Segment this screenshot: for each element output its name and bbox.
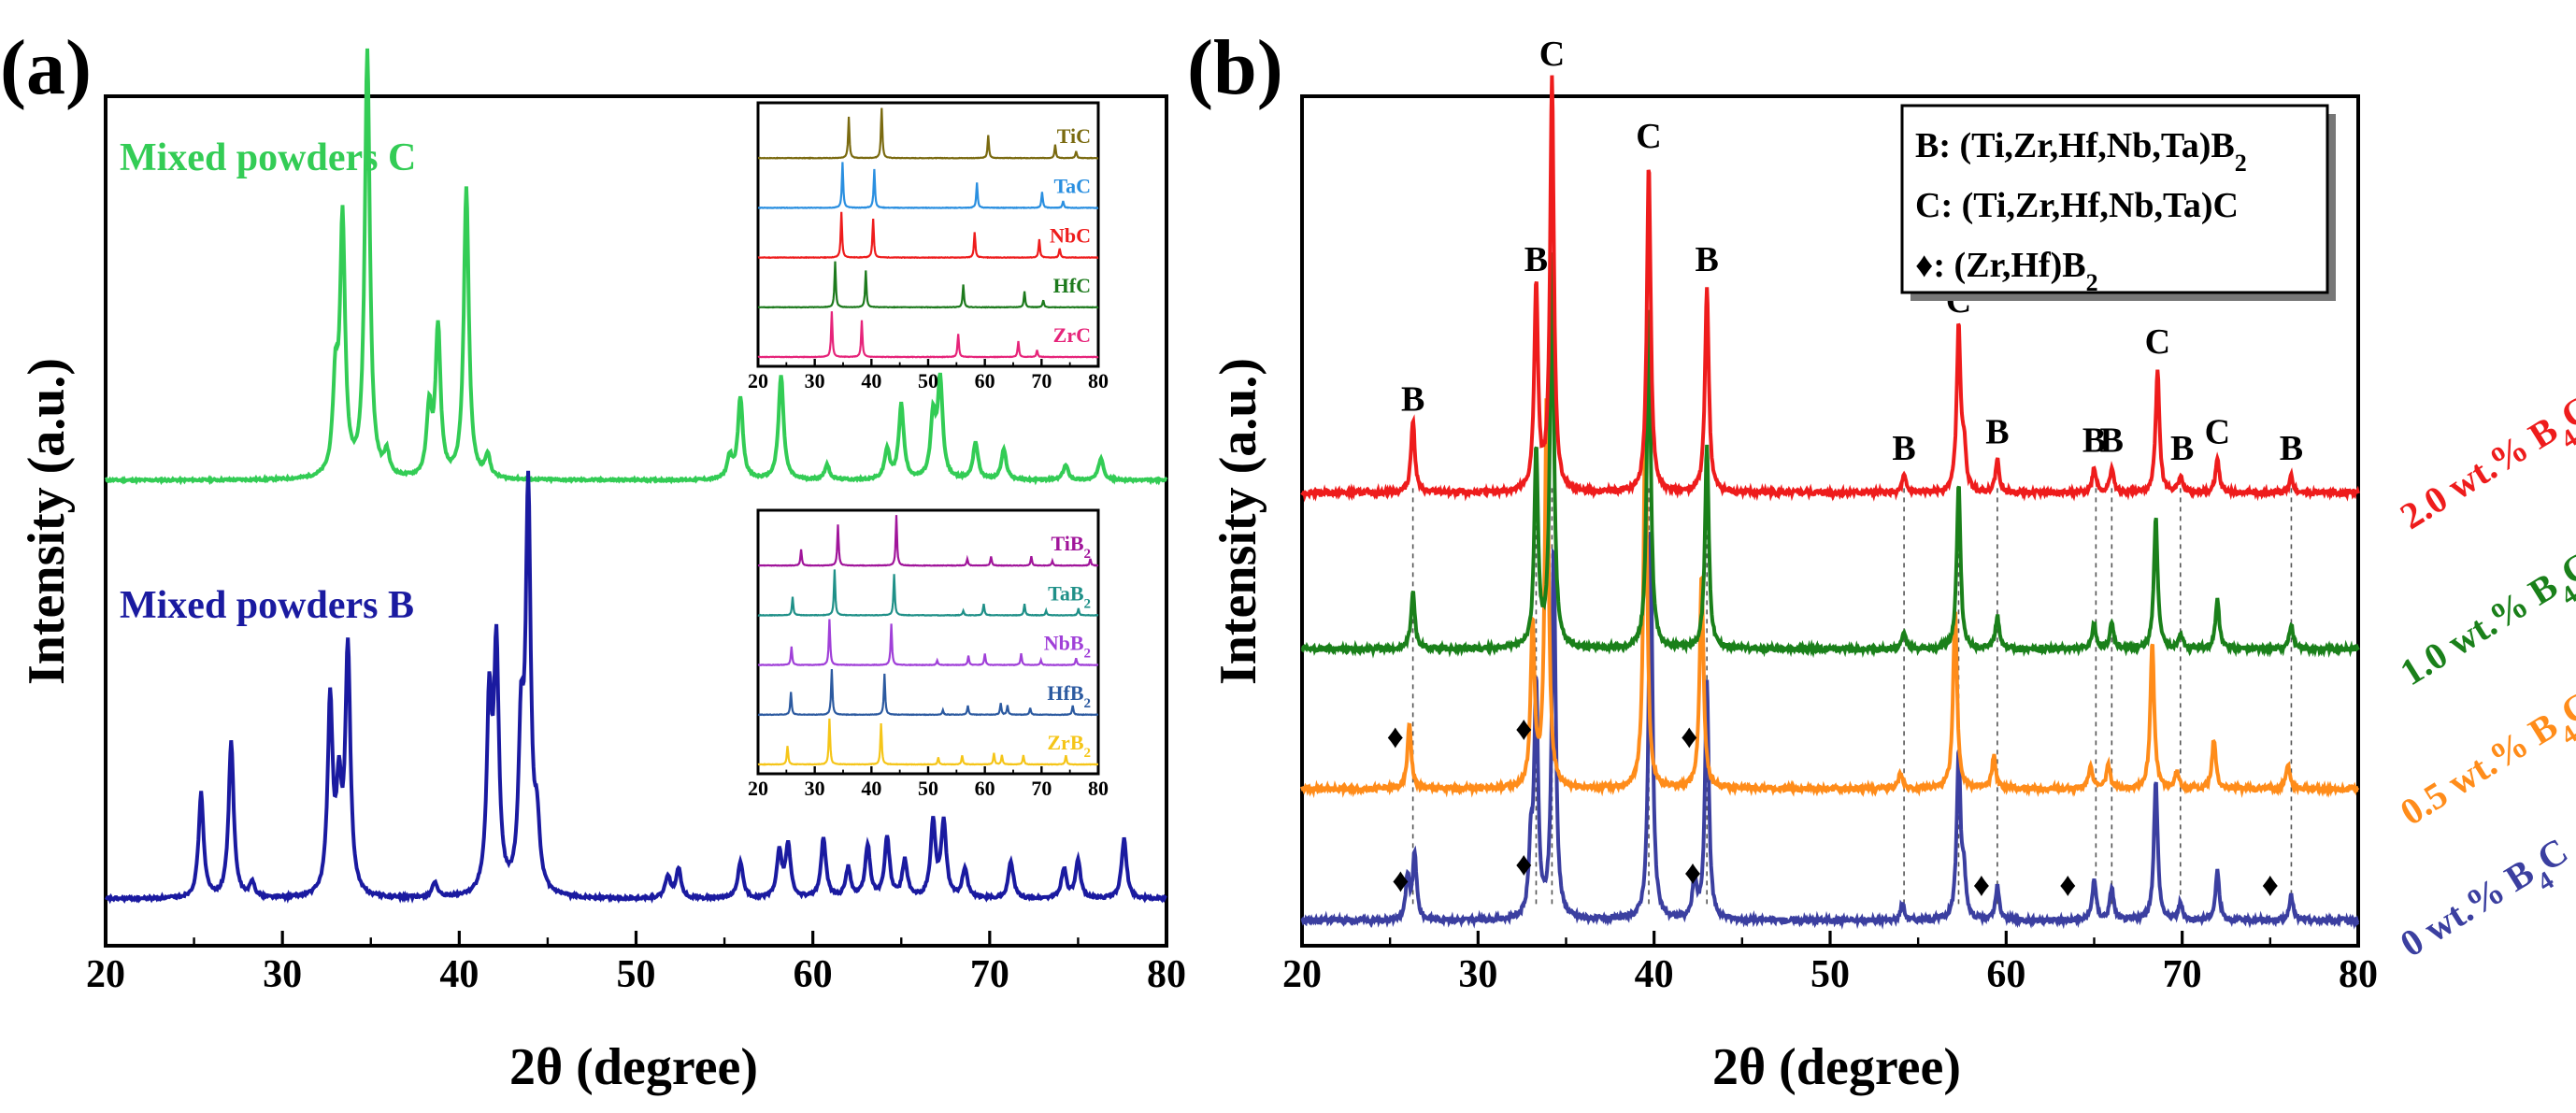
panel-a-inset-label-nbc: NbC <box>1050 224 1091 248</box>
panel-a-inset-1-x-tick-label: 30 <box>805 369 825 392</box>
panel-b-series-1-0-wt-b4c <box>1300 252 2360 659</box>
panel-a-inset-label-tic: TiC <box>1057 124 1091 148</box>
panel-a-inset-series-zrb2 <box>757 718 1098 766</box>
panel-a-inset-series-tib2 <box>758 515 1099 567</box>
panel-b-peak-label-b: B <box>2082 421 2106 460</box>
panel-a-series-mixed-powders-c <box>104 48 1168 486</box>
panel-b-label: (b) <box>1187 24 1283 111</box>
panel-a-inset-2-x-tick-label: 40 <box>861 777 881 800</box>
panel-b-diamond-marker: ♦ <box>1387 718 1404 755</box>
panel-b-series-0-wt-b4c <box>1300 532 2360 930</box>
panel-b-series-label-1-0-wt-b4c: 1.0 wt.% B4C <box>2393 543 2576 704</box>
panel-b-peak-label-b: B <box>2280 429 2303 468</box>
panel-a-inset-background <box>758 510 1098 774</box>
panel-a-label-mixed-powders-b: Mixed powders B <box>120 584 414 627</box>
panel-b-diamond-marker: ♦ <box>2262 866 2279 904</box>
panel-a-inset-1-x-tick-label: 70 <box>1031 369 1052 392</box>
panel-b-x-tick-label: 40 <box>1635 953 1674 996</box>
panel-b-diamond-marker: ♦ <box>1973 866 1990 904</box>
panel-a-x-tick-label: 20 <box>86 953 125 996</box>
panel-a-inset-2-x-tick-label: 70 <box>1031 777 1052 800</box>
panel-a-x-axis-title: 2θ (degree) <box>509 1038 758 1096</box>
panel-a-inset-label-hfc: HfC <box>1053 274 1091 297</box>
panel-b-diamond-marker: ♦ <box>1392 862 1409 899</box>
panel-a-inset-label-tac: TaC <box>1053 174 1091 197</box>
panel-a-x-tick-label: 40 <box>439 953 479 996</box>
panel-b-series-label-2-0-wt-b4c: 2.0 wt.% B4C <box>2393 387 2576 548</box>
panel-b-peak-label-b: B <box>2170 429 2194 468</box>
panel-a-series-mixed-powders-b <box>104 470 1167 905</box>
panel-a-inset-background <box>758 103 1098 366</box>
panel-b-x-tick-label: 30 <box>1458 953 1497 996</box>
panel-b-peak-label-b: B <box>1985 413 2009 452</box>
panel-a-inset-1-x-tick-label: 80 <box>1088 369 1109 392</box>
panel-a-x-tick-label: 70 <box>970 953 1009 996</box>
panel-a-inset-1: 20 30 40 50 60 70 80 ZrC HfC NbC TaC TiC <box>748 101 1109 392</box>
panel-a-inset-label-zrc: ZrC <box>1053 323 1091 347</box>
panel-a-label: (a) <box>0 24 92 111</box>
panel-b-peak-label-c: C <box>2205 413 2230 452</box>
panel-a-inset-2-x-tick-label: 50 <box>918 777 938 800</box>
panel-b-legend: B: (Ti,Zr,Hf,Nb,Ta)B2C: (Ti,Zr,Hf,Nb,Ta)… <box>1900 104 2336 301</box>
panel-a-inset-1-x-tick-label: 60 <box>975 369 995 392</box>
panel-b-diamond-marker: ♦ <box>1515 709 1532 747</box>
panel-b-peak-label-c: C <box>1539 35 1565 74</box>
panel-b-series-label-0-wt-b4c: 0 wt.% B4C <box>2393 830 2576 977</box>
panel-a-x-tick-label: 80 <box>1147 953 1186 996</box>
panel-b-y-axis-title: Intensity (a.u.) <box>1209 358 1267 685</box>
panel-b-x-tick-label: 60 <box>1986 953 2025 996</box>
panel-a-x-tick-label: 50 <box>617 953 656 996</box>
panel-a-inset-2-x-tick-label: 30 <box>805 777 825 800</box>
panel-b-legend-entry: C: (Ti,Zr,Hf,Nb,Ta)C <box>1915 186 2239 225</box>
panel-b-diamond-marker: ♦ <box>2059 866 2076 904</box>
panel-a-inset-1-x-tick-label: 50 <box>918 369 938 392</box>
panel-b-peak-label-b: B <box>1695 240 1718 279</box>
panel-b-x-tick-label: 70 <box>2163 953 2202 996</box>
panel-a-x-tick-label: 60 <box>794 953 833 996</box>
panel-a-inset-series-nbb2 <box>757 619 1099 667</box>
panel-b-peak-label-b: B <box>1401 379 1424 419</box>
panel-a-inset-1-x-tick-label: 40 <box>861 369 881 392</box>
panel-b-series-0-5-wt-b4c <box>1300 398 2360 799</box>
panel-b-peak-label-c: C <box>1636 117 1661 156</box>
panel-b-peak-label-b: B <box>1524 240 1548 279</box>
panel-b-peak-label-b: B <box>1892 429 1915 468</box>
panel-a-inset-series-tic <box>757 107 1098 160</box>
panel-a-label-mixed-powders-c: Mixed powders C <box>120 136 416 179</box>
panel-b-peak-label-b: B <box>2100 421 2124 460</box>
panel-a-x-tick-label: 30 <box>263 953 302 996</box>
panel-b-x-tick-label: 80 <box>2339 953 2378 996</box>
panel-a-inset-2-x-tick-label: 80 <box>1088 777 1109 800</box>
panel-a-inset-series-nbc <box>757 211 1099 260</box>
panel-b-x-tick-label: 50 <box>1810 953 1850 996</box>
panel-a-inset-1-x-tick-label: 20 <box>748 369 768 392</box>
panel-b-series-label-0-5-wt-b4c: 0.5 wt.% B4C <box>2393 683 2576 844</box>
panel-a-chart: 20 30 40 50 60 70 80 Mixed powders C Mixed powde… <box>86 48 1186 996</box>
panel-b-peak-label-c: C <box>2145 322 2170 362</box>
panel-b-x-tick-label: 20 <box>1282 953 1322 996</box>
panel-b-diamond-marker: ♦ <box>1684 853 1701 891</box>
panel-a-inset-series-tac <box>757 162 1099 209</box>
panel-a-inset-series-tab2 <box>757 569 1099 617</box>
panel-a-inset-series-zrc <box>757 311 1099 359</box>
panel-a-inset-series-hfc <box>758 261 1099 309</box>
panel-b-series-2-0-wt-b4c <box>1300 75 2360 503</box>
panel-a-inset-2-x-tick-label: 20 <box>748 777 768 800</box>
panel-b-x-axis-title: 2θ (degree) <box>1712 1038 1961 1096</box>
panel-b-diamond-marker: ♦ <box>1515 846 1532 883</box>
panel-b-diamond-marker: ♦ <box>1681 718 1697 755</box>
panel-a-inset-series-hfb2 <box>757 668 1098 717</box>
panel-b-legend-box <box>1900 104 2329 294</box>
panel-a-inset-2-x-tick-label: 60 <box>975 777 995 800</box>
panel-a-y-axis-title: Intensity (a.u.) <box>18 358 76 685</box>
